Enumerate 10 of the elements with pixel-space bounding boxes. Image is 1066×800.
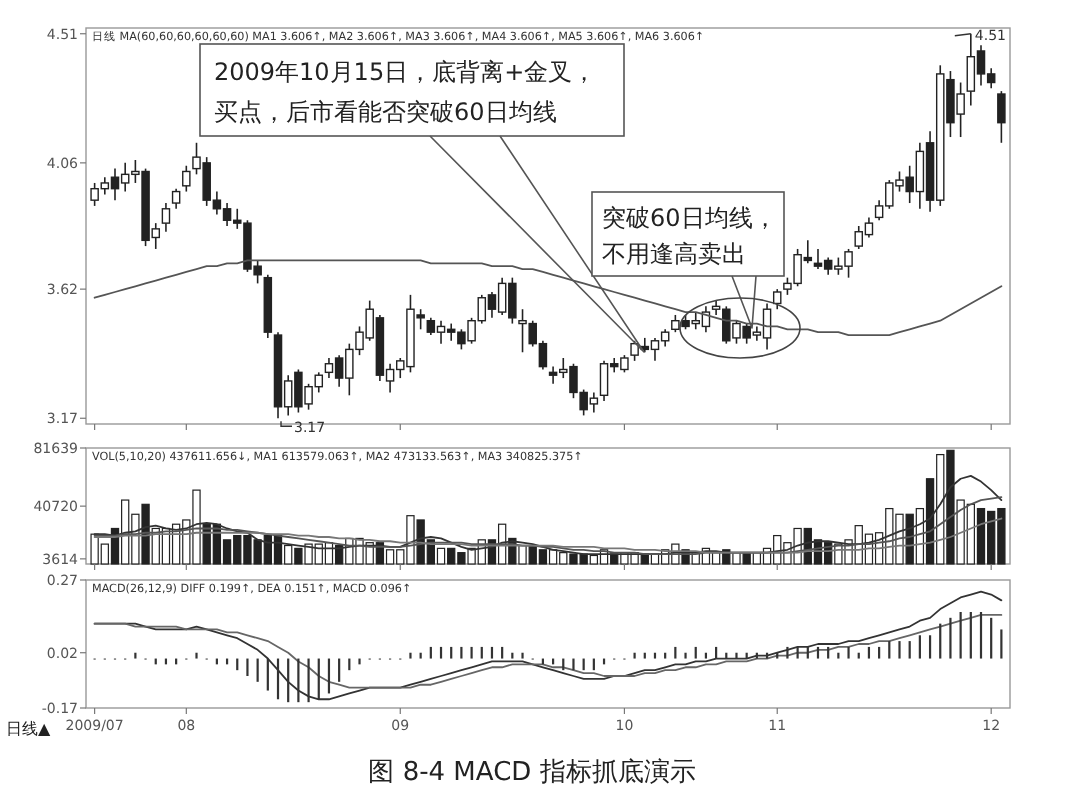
candlestick bbox=[171, 187, 181, 210]
line-series bbox=[93, 614, 1003, 689]
caption: 图 8-4 MACD 指标抓底演示 bbox=[368, 758, 696, 788]
text: 日线▲ bbox=[6, 720, 52, 738]
candlestick bbox=[161, 202, 171, 233]
annotation: 突破60日均线，不用逢高卖出 bbox=[602, 204, 777, 268]
line-series bbox=[93, 517, 1003, 554]
line-series bbox=[93, 475, 1003, 555]
annotation: 2009年10月15日，底背离+金叉，买点，后市看能否突破60日均线 bbox=[214, 58, 597, 126]
candlestick bbox=[263, 273, 273, 339]
